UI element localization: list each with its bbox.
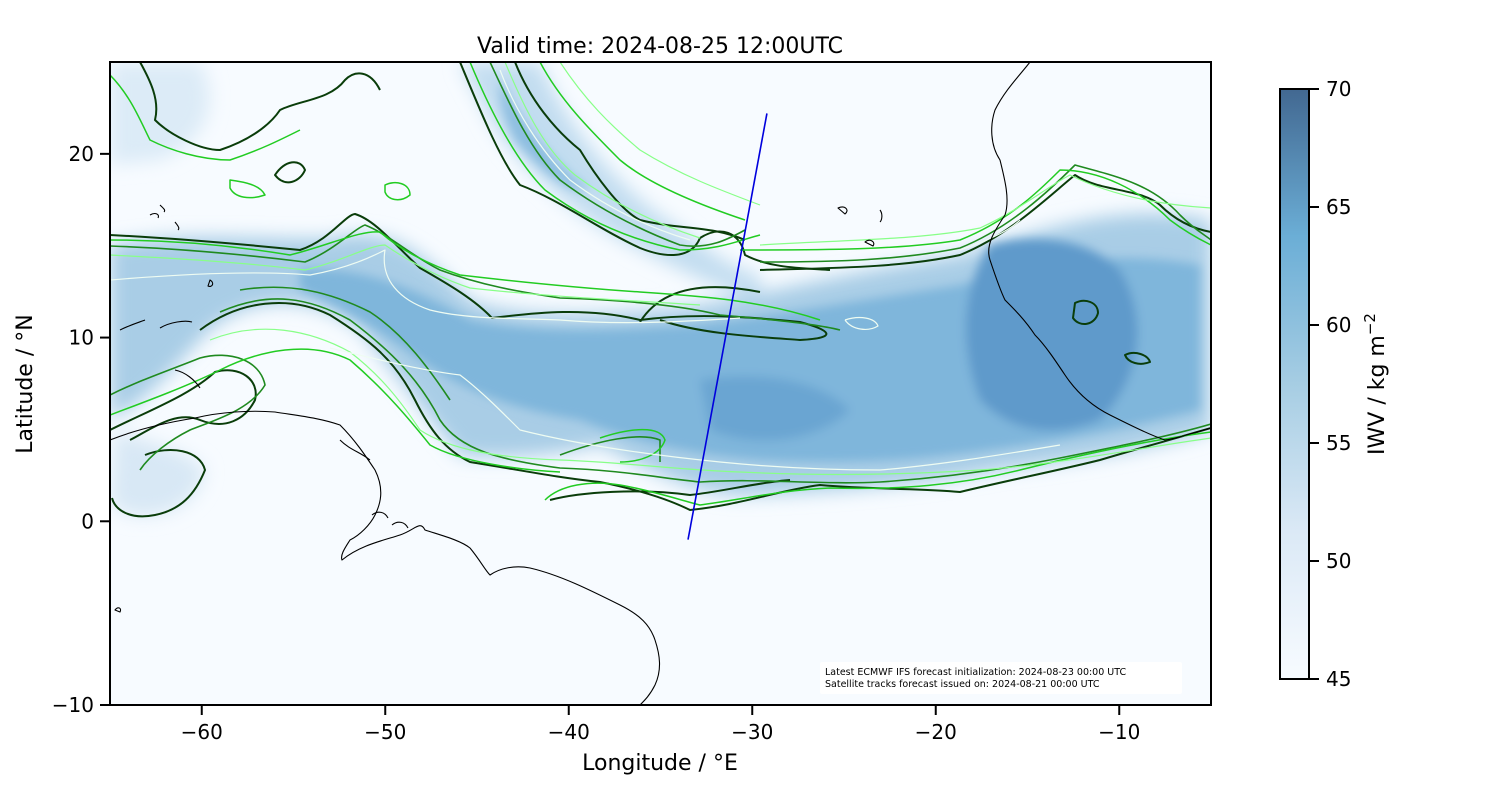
- y-tick-label: 10: [69, 326, 94, 350]
- colorbar-label: IWV / kg m−2: [1361, 313, 1390, 455]
- contour-dark-nw: [139, 62, 381, 151]
- coastline-caribbean: [114, 204, 883, 613]
- y-axis-label: Latitude / °N: [13, 314, 38, 453]
- colorbar-tick-label: 50: [1326, 549, 1351, 573]
- contour-dark-arc-inner: [514, 62, 746, 241]
- y-tick-label: 20: [69, 142, 94, 166]
- colorbar: 45 50 55 60 65 70 IWV / kg m−2: [1279, 77, 1390, 691]
- x-axis-label: Longitude / °E: [582, 751, 738, 776]
- info-line-2: Satellite tracks forecast issued on: 202…: [825, 679, 1100, 690]
- contour-bright-north: [110, 169, 1211, 321]
- coastline-south-america: [110, 410, 661, 705]
- contour-light-north: [110, 174, 1211, 306]
- colorbar-gradient: [1279, 88, 1310, 680]
- map-frame: [109, 61, 1212, 706]
- info-box-background: [820, 662, 1182, 694]
- colorbar-tick-label: 70: [1326, 77, 1351, 101]
- colorbar-label-superscript: −2: [1361, 313, 1379, 335]
- colorbar-label-text: IWV / kg m: [1365, 335, 1390, 455]
- colorbar-ticks: 45 50 55 60 65 70: [1309, 77, 1351, 691]
- iwv-contours: [110, 62, 1211, 518]
- x-tick-label: −20: [915, 720, 957, 744]
- info-box: Latest ECMWF IFS forecast initialization…: [820, 662, 1182, 694]
- contour-dark-south: [199, 302, 1211, 511]
- x-tick-label: −40: [548, 720, 590, 744]
- contour-dark-south-inner: [549, 479, 791, 501]
- y-axis: −10 0 10 20: [52, 142, 110, 717]
- contour-white: [110, 69, 1061, 471]
- x-axis: −60 −50 −40 −30 −20 −10: [181, 705, 1140, 744]
- coastlines: [110, 62, 1211, 705]
- colorbar-tick-label: 45: [1326, 667, 1351, 691]
- x-tick-label: −60: [181, 720, 223, 744]
- colorbar-tick-label: 55: [1326, 431, 1351, 455]
- contour-green-south: [219, 298, 1211, 484]
- contour-bright-nw: [110, 74, 411, 201]
- y-tick-label: −10: [52, 693, 94, 717]
- satellite-track: [687, 113, 768, 540]
- colorbar-tick-label: 65: [1326, 195, 1351, 219]
- x-tick-label: −30: [731, 720, 773, 744]
- x-tick-label: −10: [1098, 720, 1140, 744]
- contour-dark-north: [110, 174, 1211, 341]
- map-title: Valid time: 2024-08-25 12:00UTC: [477, 34, 843, 59]
- contour-bright-south: [110, 348, 1211, 506]
- contour-green-arc: [489, 62, 746, 247]
- colorbar-tick-label: 60: [1326, 313, 1351, 337]
- contour-light-south: [209, 328, 1211, 476]
- coastline-africa: [988, 62, 1211, 441]
- contour-green-west: [110, 354, 266, 471]
- contour-dark-arc: [459, 62, 831, 271]
- y-tick-label: 0: [81, 509, 94, 533]
- contour-dark-islands: [274, 161, 1151, 365]
- contour-dark-west-blob: [110, 369, 257, 441]
- contour-dark-sw-blob: [111, 449, 206, 518]
- coastline-amazon-delta: [339, 439, 409, 529]
- contour-bright-arc: [469, 62, 761, 251]
- info-line-1: Latest ECMWF IFS forecast initialization…: [825, 667, 1126, 678]
- contour-light-arc: [504, 62, 761, 239]
- x-tick-label: −50: [364, 720, 406, 744]
- map-panel: Latest ECMWF IFS forecast initialization…: [110, 62, 1211, 705]
- iwv-field-core: [300, 80, 1200, 462]
